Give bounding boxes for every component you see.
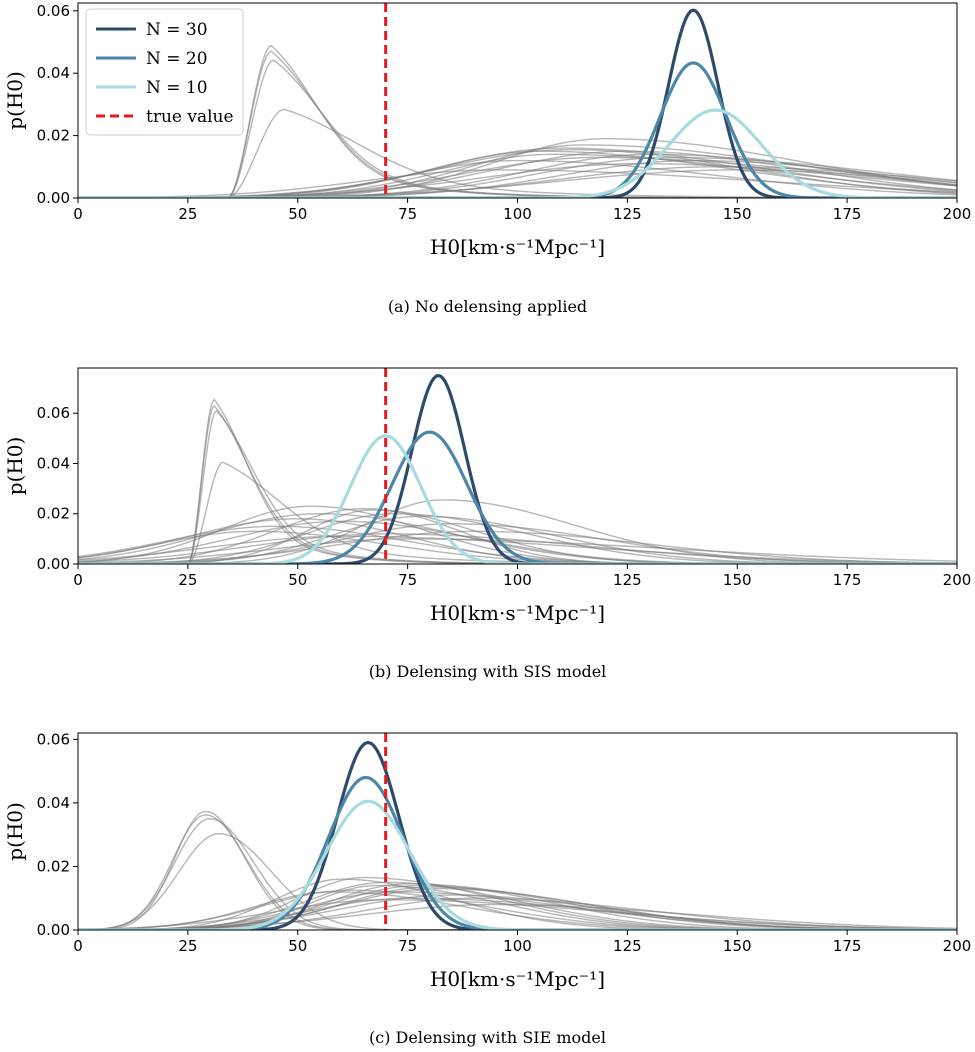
legend: N = 30 N = 20 N = 10 true value	[85, 8, 244, 136]
individual-posterior-curve	[78, 530, 957, 564]
x-tick-label: 75	[398, 205, 417, 223]
y-tick-label: 0.04	[37, 454, 70, 472]
x-axis-label: H0[km·s⁻¹Mpc⁻¹]	[430, 235, 605, 259]
y-tick-label: 0.06	[37, 730, 70, 748]
x-tick-label: 0	[73, 571, 83, 589]
x-tick-label: 25	[178, 937, 197, 955]
individual-posterior-curve	[78, 533, 957, 564]
y-tick-label: 0.02	[37, 857, 70, 875]
x-tick-label: 150	[723, 205, 752, 223]
individual-posterior-curve	[78, 461, 957, 564]
individual-posterior-curve	[78, 903, 957, 930]
x-axis-label: H0[km·s⁻¹Mpc⁻¹]	[430, 601, 605, 625]
plot-area	[78, 733, 957, 930]
legend-label: N = 10	[146, 78, 208, 98]
x-tick-label: 150	[723, 937, 752, 955]
panel-a: 0 25 50 75 100 125 150 175 200 0.00 0.02 0.04 0.06 H0…	[3, 2, 971, 316]
x-tick-label: 125	[613, 205, 642, 223]
y-tick-label: 0.06	[37, 404, 70, 422]
legend-label: N = 30	[146, 20, 208, 40]
panel-caption: (a) No delensing applied	[388, 297, 587, 316]
y-axis-label: p(H0)	[3, 71, 27, 130]
x-tick-label: 150	[723, 571, 752, 589]
x-tick-label: 100	[503, 571, 532, 589]
x-tick-label: 50	[288, 205, 307, 223]
x-tick-label: 200	[943, 571, 972, 589]
y-tick-label: 0.02	[37, 505, 70, 523]
plot-area	[78, 368, 957, 564]
x-axis-label: H0[km·s⁻¹Mpc⁻¹]	[430, 967, 605, 991]
x-tick-label: 100	[503, 205, 532, 223]
x-tick-label: 125	[613, 937, 642, 955]
individual-posterior-curve	[78, 530, 957, 564]
y-tick-label: 0.04	[37, 64, 70, 82]
x-tick-label: 175	[833, 937, 862, 955]
series-line-n=10	[78, 799, 957, 930]
y-tick-label: 0.02	[37, 127, 70, 145]
legend-box	[85, 8, 244, 136]
panel-caption: (b) Delensing with SIS model	[369, 662, 607, 681]
series-line-n=10	[78, 434, 957, 564]
legend-label: N = 20	[146, 49, 208, 69]
individual-posterior-curve	[78, 538, 957, 564]
x-tick-label: 175	[833, 571, 862, 589]
x-tick-label: 25	[178, 205, 197, 223]
x-tick-label: 75	[398, 571, 417, 589]
y-tick-label: 0.06	[37, 2, 70, 20]
individual-posterior-curve	[78, 814, 957, 930]
x-tick-label: 50	[288, 937, 307, 955]
y-tick-label: 0.00	[37, 555, 70, 573]
x-tick-label: 175	[833, 205, 862, 223]
x-tick-label: 25	[178, 571, 197, 589]
legend-label: true value	[146, 107, 234, 127]
x-tick-label: 0	[73, 937, 83, 955]
x-tick-label: 125	[613, 571, 642, 589]
individual-posterior-curve	[78, 894, 957, 930]
y-tick-label: 0.04	[37, 794, 70, 812]
x-tick-label: 75	[398, 937, 417, 955]
y-axis-label: p(H0)	[3, 437, 27, 496]
series-line-n=30	[78, 373, 957, 564]
y-tick-label: 0.00	[37, 189, 70, 207]
y-tick-label: 0.00	[37, 921, 70, 939]
x-tick-label: 100	[503, 937, 532, 955]
individual-posterior-curve	[78, 169, 957, 198]
y-axis-label: p(H0)	[3, 802, 27, 861]
individual-posterior-curve	[78, 833, 957, 930]
x-tick-label: 0	[73, 205, 83, 223]
panel-b: 0 25 50 75 100 125 150 175 200 0.00 0.02 0.04 0.06 H0…	[3, 367, 972, 681]
individual-posterior-curve	[78, 535, 957, 564]
panel-c: 0 25 50 75 100 125 150 175 200 0.00 0.02 0.04 0.06 H0…	[3, 730, 971, 1047]
x-tick-label: 50	[288, 571, 307, 589]
x-tick-label: 200	[943, 205, 972, 223]
panel-caption: (c) Delensing with SIE model	[369, 1028, 606, 1047]
x-tick-label: 200	[943, 937, 972, 955]
series-line-n=20	[78, 430, 957, 564]
individual-posterior-curve	[78, 818, 957, 930]
